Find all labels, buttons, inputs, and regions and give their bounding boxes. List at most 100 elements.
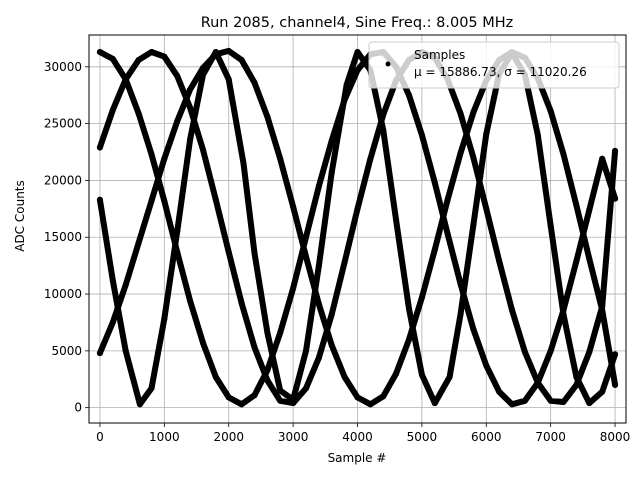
sample-point	[496, 388, 503, 395]
sample-point	[521, 349, 528, 355]
sample-point	[380, 111, 387, 118]
sample-point	[174, 228, 181, 235]
sample-point	[251, 79, 258, 86]
sample-point	[534, 132, 541, 138]
x-tick-label: 6000	[471, 430, 502, 444]
sample-point	[367, 155, 374, 162]
sample-point	[187, 297, 194, 304]
sample-point	[599, 307, 606, 313]
sample-point	[573, 202, 580, 209]
sample-point	[264, 377, 271, 384]
sample-point	[547, 397, 554, 404]
grid	[89, 35, 626, 423]
sample-point	[212, 51, 219, 58]
x-tick-label: 7000	[535, 430, 566, 444]
sample-point	[122, 347, 129, 354]
sample-point	[483, 130, 490, 137]
sample-point	[212, 196, 219, 203]
sample-point	[277, 155, 284, 162]
sample-point	[470, 221, 477, 228]
sample-point	[599, 155, 606, 162]
sample-point	[303, 347, 309, 354]
sample-point	[457, 311, 464, 318]
legend-marker	[385, 61, 391, 67]
sample-point	[380, 393, 387, 400]
x-tick-label: 4000	[342, 430, 373, 444]
sample-point	[161, 197, 168, 204]
sample-point	[264, 113, 271, 120]
x-tick-label: 2000	[213, 430, 244, 444]
y-tick-label: 0	[74, 401, 82, 415]
sample-point	[135, 57, 142, 63]
x-axis: 0 1000 2000 3000 4000 5000 6000 7000 8000	[96, 423, 630, 444]
sample-point	[303, 234, 309, 241]
y-tick-label: 10000	[44, 287, 82, 301]
x-tick-label: 5000	[407, 430, 438, 444]
sample-point	[174, 72, 181, 79]
chart-title: Run 2085, channel4, Sine Freq.: 8.005 MH…	[201, 15, 514, 31]
sample-point	[122, 76, 129, 83]
sample-point	[457, 110, 464, 117]
sample-point	[431, 246, 438, 253]
sample-point	[406, 305, 412, 312]
sample-point	[238, 300, 245, 307]
sample-point	[457, 150, 464, 157]
sample-point	[457, 280, 464, 287]
sample-point	[444, 230, 451, 237]
sample-point	[290, 203, 297, 210]
sample-point	[240, 160, 247, 167]
sample-point	[277, 397, 284, 404]
sample-point	[148, 385, 155, 392]
legend: Samples μ = 15886.73, σ = 11020.26	[368, 41, 620, 89]
sample-point	[341, 374, 348, 380]
sample-point	[328, 137, 335, 144]
sample-point	[238, 401, 245, 408]
sample-point	[225, 76, 232, 83]
sample-point	[586, 349, 593, 355]
y-tick-label: 30000	[44, 60, 82, 74]
sample-point	[161, 155, 168, 162]
sample-point	[406, 92, 412, 99]
sample-point	[586, 255, 593, 262]
sample-point	[200, 146, 206, 153]
sample-point	[174, 249, 181, 255]
x-tick-label: 3000	[278, 430, 309, 444]
legend-label: Samples	[414, 48, 465, 62]
y-axis: 0 5000 10000 15000 20000 25000 30000	[44, 60, 89, 415]
sample-point	[264, 329, 271, 336]
sample-point	[251, 344, 258, 351]
sample-point	[148, 151, 155, 158]
sample-point	[547, 347, 554, 354]
sample-point	[303, 385, 309, 392]
sample-point	[135, 110, 142, 117]
sample-point	[483, 205, 490, 212]
sample-point	[251, 392, 258, 399]
sample-point	[96, 49, 103, 55]
sample-point	[148, 49, 155, 55]
x-tick-label: 0	[96, 430, 104, 444]
sample-point	[174, 118, 181, 125]
sample-point	[187, 86, 194, 93]
sample-point	[212, 374, 219, 380]
sample-point	[367, 401, 374, 408]
sample-point	[341, 259, 348, 266]
sample-point	[225, 47, 232, 54]
sample-point	[290, 400, 297, 407]
sample-point	[303, 253, 309, 260]
y-tick-label: 20000	[44, 173, 82, 187]
sample-point	[406, 336, 412, 343]
sample-point	[354, 67, 361, 74]
sample-point	[122, 282, 129, 288]
sample-point	[96, 144, 103, 151]
sample-point	[328, 169, 335, 176]
sample-point	[328, 342, 335, 349]
sample-point	[560, 307, 567, 313]
sample-point	[547, 108, 554, 115]
sample-point	[187, 136, 194, 143]
sample-point	[225, 249, 232, 255]
legend-box	[368, 41, 620, 89]
sample-point	[109, 55, 116, 62]
y-axis-label: ADC Counts	[13, 180, 27, 252]
sample-point	[612, 381, 619, 388]
